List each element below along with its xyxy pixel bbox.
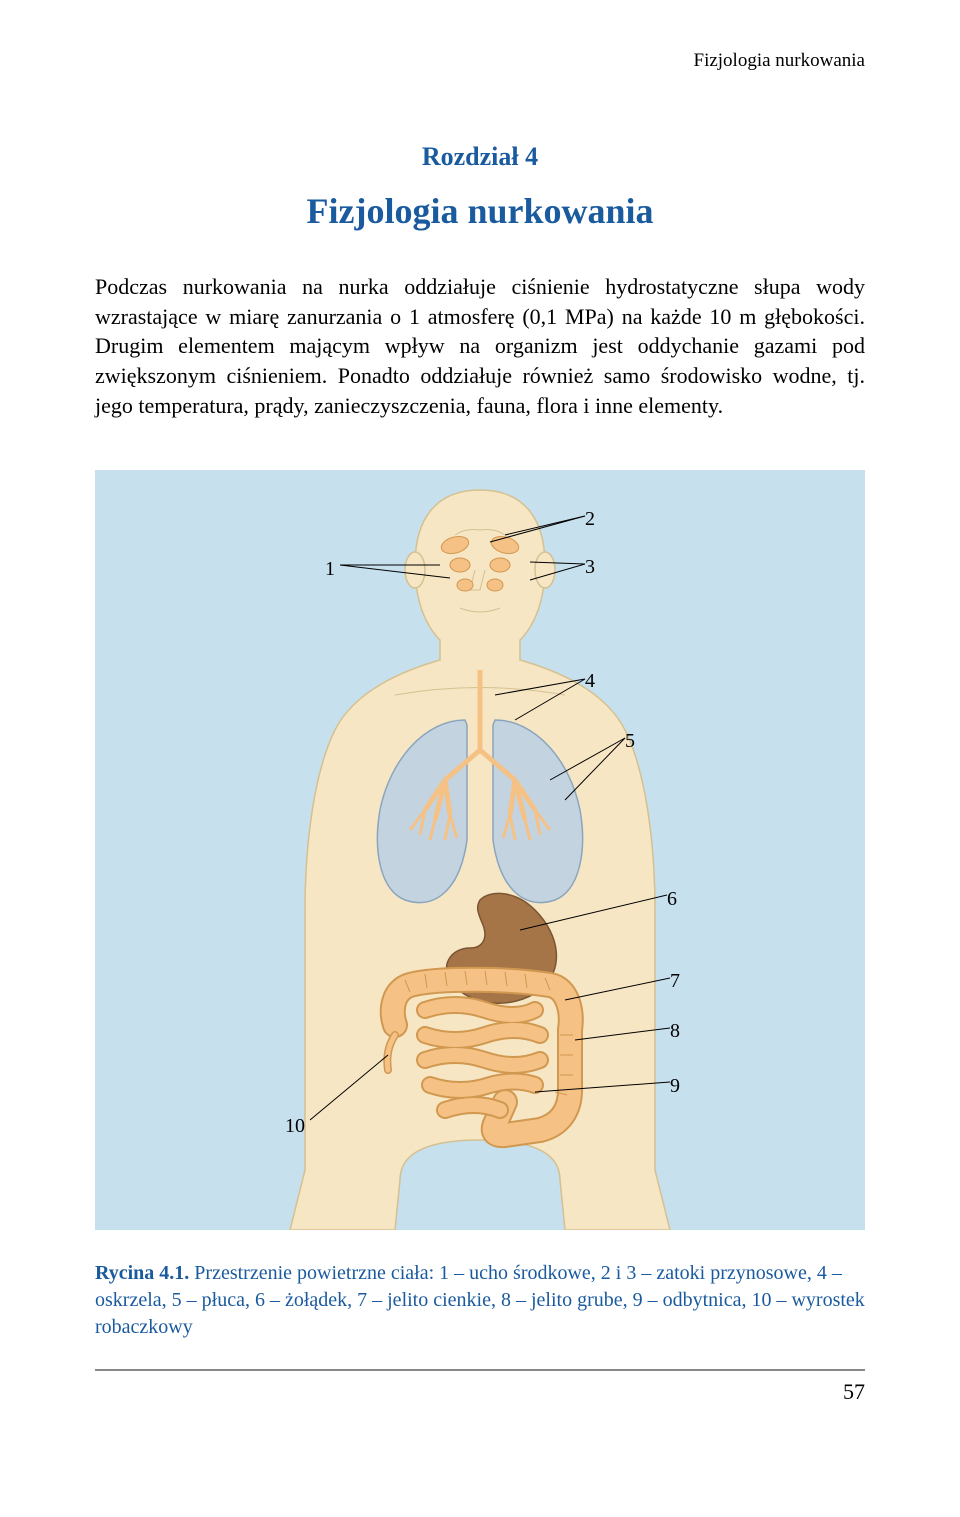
callout-6: 6	[667, 888, 677, 911]
body-outline	[290, 490, 670, 1230]
ear-left	[405, 552, 425, 588]
body-paragraph: Podczas nurkowania na nurka oddziałuje c…	[95, 272, 865, 420]
callout-2: 2	[585, 508, 595, 531]
callout-1: 1	[325, 558, 335, 581]
figure-caption: Rycina 4.1. Przestrzenie powietrzne ciał…	[95, 1260, 865, 1341]
anatomy-svg	[95, 470, 865, 1230]
callout-5: 5	[625, 730, 635, 753]
chapter-label: Rozdział 4	[95, 142, 865, 172]
figure-caption-text: Przestrzenie powietrzne ciała: 1 – ucho …	[95, 1262, 865, 1338]
torso-shape	[290, 490, 670, 1230]
callout-4: 4	[585, 670, 595, 693]
figure-label: Rycina 4.1.	[95, 1262, 189, 1284]
page-footer: 57	[95, 1369, 865, 1405]
page-number: 57	[843, 1379, 865, 1404]
callout-7: 7	[670, 970, 680, 993]
callout-8: 8	[670, 1020, 680, 1043]
page: Fizjologia nurkowania Rozdział 4 Fizjolo…	[0, 0, 960, 1510]
callout-9: 9	[670, 1075, 680, 1098]
anatomy-figure: 1 2 3 4 5 6 7 8 9 10	[95, 470, 865, 1230]
ear-right	[535, 552, 555, 588]
running-head: Fizjologia nurkowania	[95, 50, 865, 72]
callout-3: 3	[585, 556, 595, 579]
callout-10: 10	[285, 1115, 305, 1138]
chapter-title: Fizjologia nurkowania	[95, 190, 865, 232]
